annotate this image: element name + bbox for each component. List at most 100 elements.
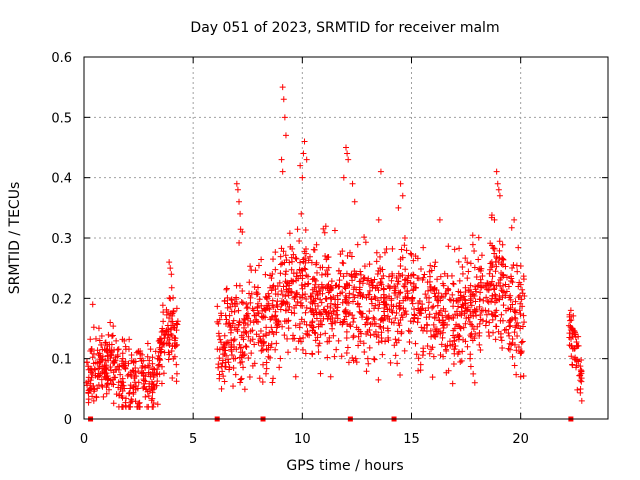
- data-point: [466, 318, 473, 325]
- data-point: [301, 318, 308, 325]
- data-point: [324, 283, 331, 290]
- data-point: [220, 373, 227, 380]
- data-point: [94, 347, 101, 354]
- data-point: [491, 216, 498, 223]
- data-point: [142, 373, 149, 380]
- data-point: [406, 328, 413, 335]
- data-point: [470, 326, 477, 333]
- data-point: [378, 275, 385, 282]
- data-point: [105, 357, 112, 364]
- data-point: [120, 379, 127, 386]
- data-point: [122, 402, 129, 409]
- data-point: [301, 283, 308, 290]
- data-point: [258, 302, 265, 309]
- data-point: [94, 385, 101, 392]
- data-point: [299, 294, 306, 301]
- data-point: [149, 389, 156, 396]
- data-point: [243, 344, 250, 351]
- data-point: [435, 328, 442, 335]
- data-point: [337, 290, 344, 297]
- data-point: [160, 370, 167, 377]
- data-point: [139, 363, 146, 370]
- data-point: [410, 257, 417, 264]
- data-point: [216, 332, 223, 339]
- data-point: [344, 150, 351, 157]
- data-point: [418, 324, 425, 331]
- data-point: [370, 314, 377, 321]
- data-point: [490, 329, 497, 336]
- data-point: [248, 290, 255, 297]
- data-point: [388, 277, 395, 284]
- data-point: [440, 320, 447, 327]
- data-point: [141, 377, 148, 384]
- data-point: [298, 282, 305, 289]
- data-point: [312, 330, 319, 337]
- data-point: [383, 246, 390, 253]
- data-point: [120, 363, 127, 370]
- data-point: [115, 384, 122, 391]
- data-point: [449, 380, 456, 387]
- data-point: [133, 349, 140, 356]
- data-point: [144, 353, 151, 360]
- data-point: [110, 323, 117, 330]
- data-point: [166, 295, 173, 302]
- data-point: [327, 373, 334, 380]
- data-point: [445, 286, 452, 293]
- data-point: [366, 291, 373, 298]
- data-point: [510, 262, 517, 269]
- data-point: [363, 294, 370, 301]
- data-point: [142, 386, 149, 393]
- data-point: [310, 246, 317, 253]
- data-point: [247, 294, 254, 301]
- data-point: [498, 337, 505, 344]
- data-point: [413, 351, 420, 358]
- y-tick-label: 0.3: [51, 232, 72, 247]
- data-point: [498, 270, 505, 277]
- data-point: [485, 329, 492, 336]
- data-point: [114, 351, 121, 358]
- data-point: [85, 374, 92, 381]
- data-point: [328, 278, 335, 285]
- data-point: [314, 291, 321, 298]
- data-point: [156, 337, 163, 344]
- data-point: [423, 321, 430, 328]
- data-point: [238, 298, 245, 305]
- data-point: [435, 297, 442, 304]
- data-point: [570, 327, 577, 334]
- data-point: [285, 318, 292, 325]
- data-point: [378, 338, 385, 345]
- data-point: [395, 278, 402, 285]
- data-point: [339, 259, 346, 266]
- data-point: [455, 258, 462, 265]
- data-point: [479, 307, 486, 314]
- x-tick-label: 10: [294, 432, 311, 447]
- data-point: [451, 334, 458, 341]
- data-point: [233, 180, 240, 187]
- data-point: [380, 272, 387, 279]
- data-point: [102, 339, 109, 346]
- data-point: [89, 354, 96, 361]
- data-point: [444, 272, 451, 279]
- data-point: [331, 318, 338, 325]
- data-point: [118, 382, 125, 389]
- data-point: [282, 300, 289, 307]
- data-point: [338, 353, 345, 360]
- data-point: [138, 358, 145, 365]
- data-point: [467, 293, 474, 300]
- data-point: [171, 337, 178, 344]
- data-point: [220, 345, 227, 352]
- data-point: [119, 350, 126, 357]
- data-point: [488, 259, 495, 266]
- data-point: [169, 343, 176, 350]
- data-point: [258, 347, 265, 354]
- data-point: [344, 252, 351, 259]
- data-point: [578, 357, 585, 364]
- data-point: [102, 339, 109, 346]
- data-point: [167, 295, 174, 302]
- data-point: [410, 272, 417, 279]
- data-point: [368, 300, 375, 307]
- data-point: [93, 393, 100, 400]
- data-point: [502, 281, 509, 288]
- data-point: [168, 348, 175, 355]
- data-point: [397, 256, 404, 263]
